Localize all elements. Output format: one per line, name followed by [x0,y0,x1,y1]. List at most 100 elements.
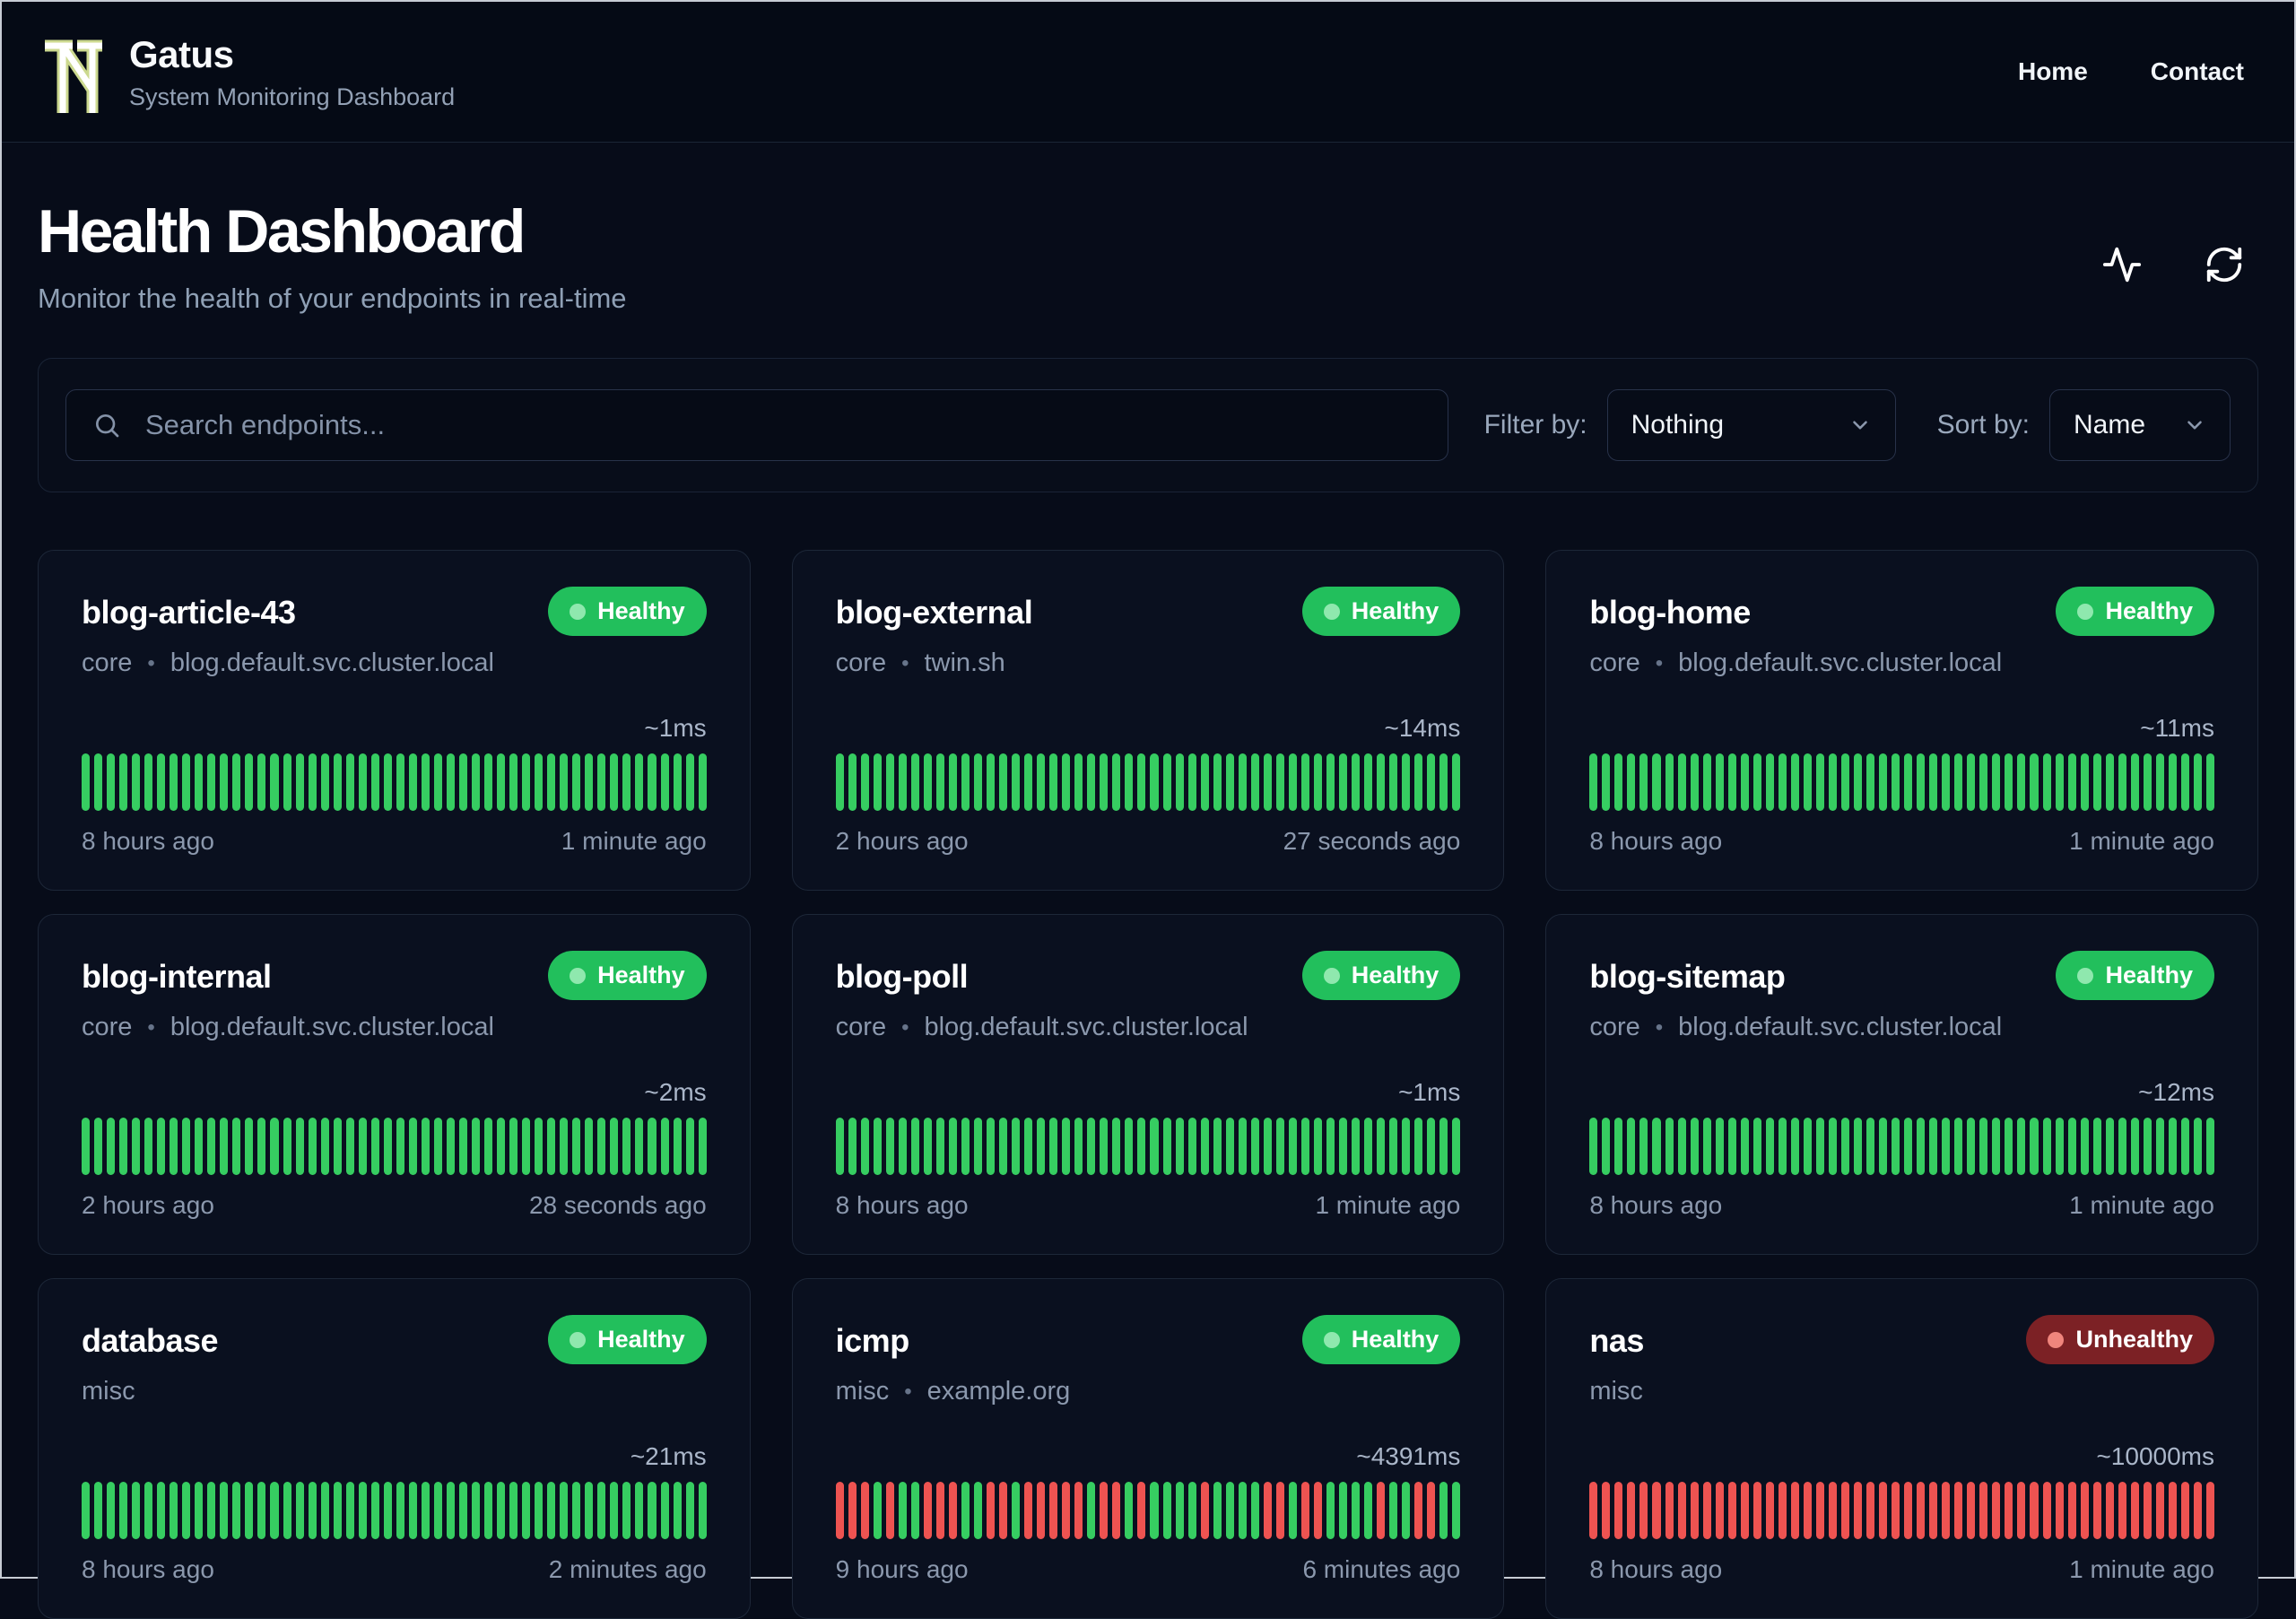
uptime-bar-up[interactable] [1377,1118,1386,1175]
uptime-bar-up[interactable] [1150,1482,1159,1539]
uptime-bar-up[interactable] [1452,1482,1461,1539]
uptime-bar-up[interactable] [1452,1118,1461,1175]
uptime-bar-up[interactable] [1377,753,1386,811]
uptime-bar-up[interactable] [1992,1118,2001,1175]
uptime-bar-up[interactable] [974,1118,983,1175]
uptime-bar-up[interactable] [1439,753,1448,811]
uptime-bar-up[interactable] [1338,1118,1348,1175]
uptime-bar-up[interactable] [345,1118,354,1175]
uptime-bar-up[interactable] [220,1118,229,1175]
uptime-bar-up[interactable] [910,1118,919,1175]
uptime-bar-down[interactable] [2168,1482,2177,1539]
uptime-bar-up[interactable] [1740,1118,1749,1175]
uptime-bar-down[interactable] [835,1482,844,1539]
endpoint-card[interactable]: icmp Healthy misc • example.org ~4391ms … [791,1278,1505,1619]
uptime-bar-down[interactable] [2055,1482,2064,1539]
uptime-bar-up[interactable] [2193,1118,2202,1175]
uptime-bar-up[interactable] [2030,753,2039,811]
uptime-bar-up[interactable] [270,1118,279,1175]
uptime-bar-up[interactable] [144,1482,153,1539]
uptime-bar-up[interactable] [1752,753,1761,811]
uptime-bar-up[interactable] [2168,1118,2177,1175]
uptime-bar-up[interactable] [446,753,455,811]
uptime-bar-up[interactable] [835,753,844,811]
uptime-bar-up[interactable] [2067,1118,2076,1175]
uptime-bar-up[interactable] [1954,1118,1963,1175]
uptime-bar-up[interactable] [1765,1118,1774,1175]
uptime-bar-down[interactable] [1740,1482,1749,1539]
uptime-bar-up[interactable] [572,1118,581,1175]
uptime-bar-up[interactable] [660,753,669,811]
endpoint-card[interactable]: blog-internal Healthy core • blog.defaul… [38,914,751,1255]
uptime-bar-up[interactable] [1866,1118,1875,1175]
uptime-bar-up[interactable] [1024,1118,1033,1175]
uptime-bar-up[interactable] [1803,753,1812,811]
uptime-bar-down[interactable] [1702,1482,1711,1539]
uptime-bar-up[interactable] [1263,1118,1272,1175]
uptime-bar-up[interactable] [2168,753,2177,811]
uptime-bar-down[interactable] [1967,1482,1976,1539]
uptime-bar-down[interactable] [1815,1482,1824,1539]
uptime-bar-up[interactable] [2080,1118,2089,1175]
uptime-bar-down[interactable] [2130,1482,2139,1539]
uptime-bar-up[interactable] [1125,1118,1134,1175]
uptime-bar-down[interactable] [2155,1482,2164,1539]
uptime-bar-up[interactable] [2143,1118,2152,1175]
uptime-bar-up[interactable] [610,1118,619,1175]
uptime-bar-up[interactable] [1715,1118,1724,1175]
uptime-bar-down[interactable] [1917,1482,1926,1539]
uptime-bar-up[interactable] [308,753,317,811]
uptime-bar-up[interactable] [660,1118,669,1175]
uptime-bar-up[interactable] [497,753,506,811]
uptime-bar-up[interactable] [1917,1118,1926,1175]
uptime-bar-up[interactable] [547,753,556,811]
uptime-bar-up[interactable] [458,1118,468,1175]
uptime-bar-up[interactable] [610,1482,619,1539]
uptime-bar-up[interactable] [873,1482,882,1539]
uptime-bar-up[interactable] [1439,1118,1448,1175]
uptime-bar-up[interactable] [1087,753,1096,811]
uptime-bar-up[interactable] [572,1482,581,1539]
uptime-bar-up[interactable] [685,1482,694,1539]
uptime-bar-up[interactable] [509,1482,518,1539]
uptime-bar-up[interactable] [383,1118,392,1175]
uptime-bar-up[interactable] [1074,753,1083,811]
uptime-bar-down[interactable] [1929,1482,1938,1539]
uptime-bar-up[interactable] [1062,753,1071,811]
uptime-bar-up[interactable] [1452,753,1461,811]
uptime-bar-up[interactable] [935,1118,944,1175]
uptime-bar-up[interactable] [308,1482,317,1539]
uptime-bar-up[interactable] [2143,753,2152,811]
uptime-bar-down[interactable] [1727,1482,1736,1539]
uptime-bar-up[interactable] [370,1482,379,1539]
uptime-bar-up[interactable] [232,753,241,811]
uptime-bar-up[interactable] [622,753,631,811]
uptime-bar-up[interactable] [283,1118,291,1175]
uptime-bar-up[interactable] [1012,753,1021,811]
uptime-bar-up[interactable] [107,1482,116,1539]
uptime-bar-up[interactable] [1854,753,1863,811]
uptime-bar-up[interactable] [232,1118,241,1175]
uptime-bar-up[interactable] [1402,1118,1411,1175]
uptime-bar-up[interactable] [1414,753,1423,811]
uptime-bar-up[interactable] [295,1482,304,1539]
uptime-bar-up[interactable] [1213,1482,1222,1539]
uptime-bar-up[interactable] [1250,1482,1259,1539]
uptime-bar-up[interactable] [1904,753,1913,811]
uptime-bar-up[interactable] [509,753,518,811]
uptime-bar-down[interactable] [1778,1482,1787,1539]
uptime-bar-up[interactable] [522,1482,531,1539]
uptime-bar-up[interactable] [1815,1118,1824,1175]
uptime-bar-down[interactable] [1803,1482,1812,1539]
uptime-bar-up[interactable] [119,753,128,811]
uptime-bar-up[interactable] [2130,1118,2139,1175]
uptime-bar-up[interactable] [1778,1118,1787,1175]
uptime-bar-up[interactable] [1313,753,1322,811]
uptime-bar-down[interactable] [2105,1482,2114,1539]
uptime-bar-down[interactable] [2092,1482,2101,1539]
uptime-bar-up[interactable] [1087,1118,1096,1175]
uptime-bar-up[interactable] [1213,1118,1222,1175]
uptime-bar-up[interactable] [1150,1118,1159,1175]
uptime-bar-down[interactable] [2118,1482,2126,1539]
uptime-bar-up[interactable] [1614,753,1623,811]
